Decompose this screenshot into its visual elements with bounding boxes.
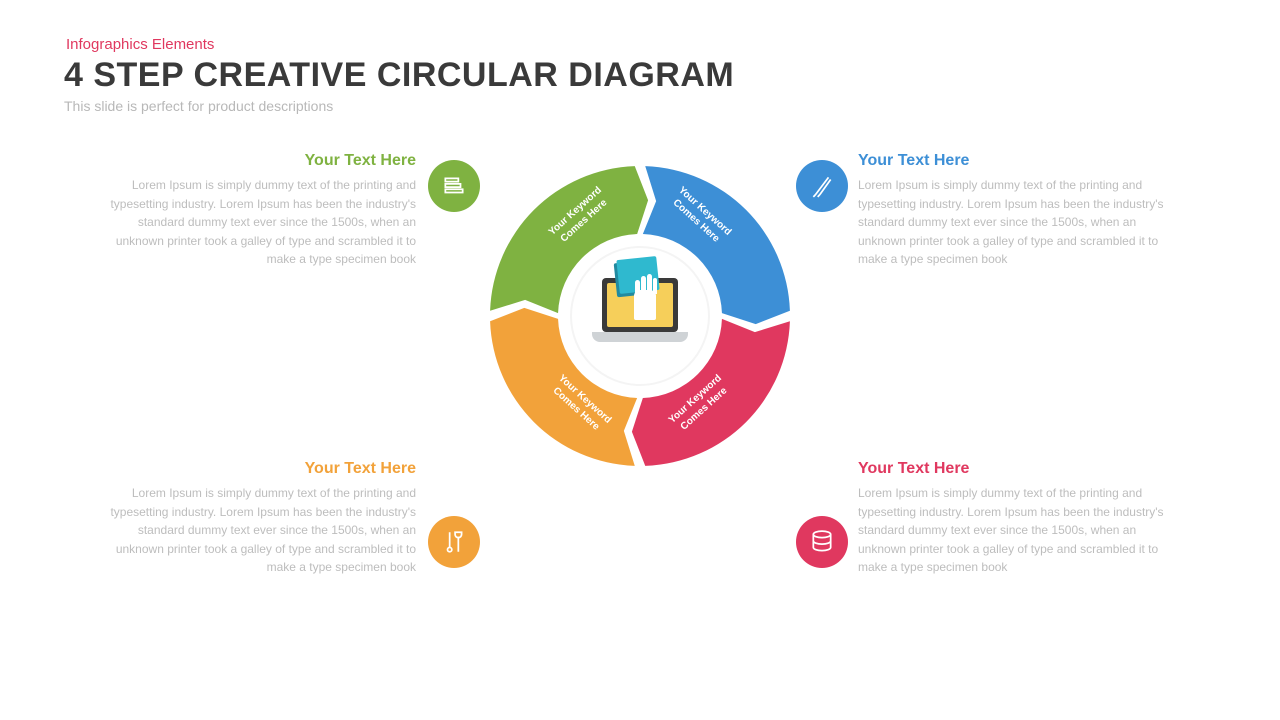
- tools-icon: [428, 516, 480, 568]
- heading-top-left: Your Text Here: [96, 152, 416, 170]
- hand-icon: [634, 272, 656, 320]
- text-block-bottom-right: Your Text Here Lorem Ipsum is simply dum…: [858, 460, 1178, 577]
- pretitle: Infographics Elements: [66, 36, 214, 53]
- heading-top-right: Your Text Here: [858, 152, 1178, 170]
- text-block-top-left: Your Text Here Lorem Ipsum is simply dum…: [96, 152, 416, 269]
- text-block-bottom-left: Your Text Here Lorem Ipsum is simply dum…: [96, 460, 416, 577]
- center-illustration: [570, 246, 710, 386]
- body-bottom-left: Lorem Ipsum is simply dummy text of the …: [96, 484, 416, 577]
- body-top-left: Lorem Ipsum is simply dummy text of the …: [96, 176, 416, 269]
- slide-title: 4 STEP CREATIVE CIRCULAR DIAGRAM: [64, 56, 734, 95]
- diagram-stage: Your Text Here Lorem Ipsum is simply dum…: [0, 120, 1280, 720]
- data-icon: [796, 516, 848, 568]
- body-bottom-right: Lorem Ipsum is simply dummy text of the …: [858, 484, 1178, 577]
- books-icon: [428, 160, 480, 212]
- pencils-icon: [796, 160, 848, 212]
- laptop-icon: [592, 278, 688, 354]
- text-block-top-right: Your Text Here Lorem Ipsum is simply dum…: [858, 152, 1178, 269]
- circular-ring: Your KeywordComes Here Your KeywordComes…: [490, 166, 790, 466]
- slide: Infographics Elements 4 STEP CREATIVE CI…: [0, 0, 1280, 720]
- slide-subtitle: This slide is perfect for product descri…: [64, 98, 333, 114]
- heading-bottom-left: Your Text Here: [96, 460, 416, 478]
- heading-bottom-right: Your Text Here: [858, 460, 1178, 478]
- body-top-right: Lorem Ipsum is simply dummy text of the …: [858, 176, 1178, 269]
